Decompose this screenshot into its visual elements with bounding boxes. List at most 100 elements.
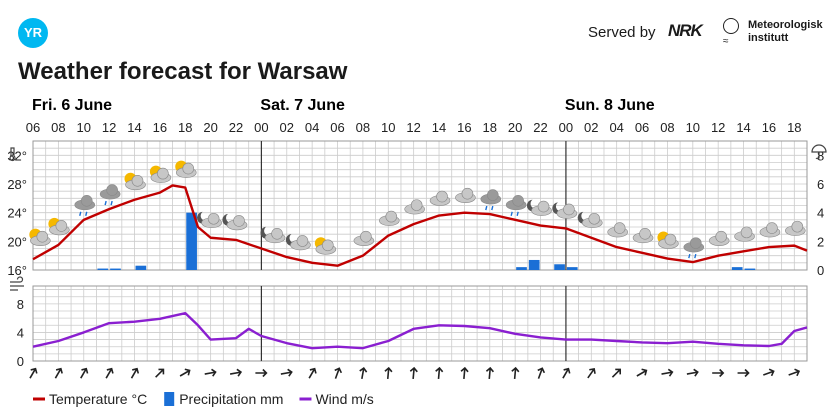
- x-tick-label: 02: [280, 120, 294, 135]
- wind-direction-arrow: [384, 366, 393, 380]
- x-tick-label: 08: [660, 120, 674, 135]
- precipitation-bar: [97, 268, 109, 270]
- x-tick-label: 18: [787, 120, 801, 135]
- x-tick-label: 10: [686, 120, 700, 135]
- x-tick-label: 10: [381, 120, 395, 135]
- wind-direction-arrow: [661, 368, 674, 377]
- cloud-icon: [404, 199, 425, 215]
- x-tick-label: 14: [432, 120, 446, 135]
- wind-direction-arrow: [636, 368, 648, 377]
- wind-direction-arrow: [460, 366, 469, 380]
- precipitation-bar: [110, 268, 121, 270]
- met-logo[interactable]: Meteorologisk institutt: [748, 19, 823, 45]
- day-label: Sat. 7 June: [260, 97, 345, 114]
- x-tick-label: 10: [77, 120, 91, 135]
- moon-cloud-icon: [285, 233, 311, 251]
- x-tick-label: 20: [203, 120, 217, 135]
- wind-direction-arrow: [537, 367, 546, 379]
- moon-cloud-icon: [526, 199, 552, 216]
- precipitation-bar: [744, 268, 756, 270]
- wind-direction-arrow: [686, 368, 699, 377]
- legend-label: Temperature °C: [49, 391, 147, 407]
- temperature-tick-label: 28°: [7, 177, 27, 192]
- day-label: Fri. 6 June: [32, 97, 112, 114]
- x-tick-label: 08: [51, 120, 65, 135]
- cloud-icon: [429, 190, 451, 206]
- cloud-icon: [632, 228, 654, 244]
- precipitation-bar: [566, 267, 578, 270]
- cloud-rain-icon: [74, 195, 96, 217]
- wind-direction-arrow: [409, 366, 418, 380]
- legend-label: Wind m/s: [315, 391, 373, 407]
- wind-direction-arrow: [611, 368, 622, 378]
- page-title: Weather forecast for Warsaw: [18, 58, 348, 85]
- umbrella-icon: [811, 144, 827, 160]
- wind-direction-arrow: [54, 367, 63, 379]
- x-tick-label: 12: [102, 120, 116, 135]
- wind-direction-arrow: [737, 368, 750, 378]
- precipitation-bar: [528, 259, 540, 270]
- wind-tick-label: 4: [17, 325, 24, 340]
- cloud-rain-icon: [683, 237, 705, 259]
- x-tick-label: 06: [330, 120, 344, 135]
- moon-cloud-icon: [260, 226, 286, 244]
- legend-swatch: [164, 392, 175, 406]
- legend-label: Precipitation mm: [179, 391, 283, 407]
- cloud-rain-icon: [505, 195, 527, 217]
- precipitation-tick-label: 2: [817, 234, 824, 249]
- sun-cloud-icon: [175, 160, 197, 178]
- wind-direction-arrow: [229, 368, 243, 377]
- x-tick-label: 04: [609, 120, 623, 135]
- x-tick-label: 18: [483, 120, 497, 135]
- x-tick-label: 16: [762, 120, 776, 135]
- wind-direction-arrow: [179, 368, 191, 377]
- precipitation-bar: [516, 267, 527, 270]
- sun-cloud-icon: [48, 217, 70, 236]
- met-logo-icon: [723, 18, 739, 34]
- cloud-icon: [708, 230, 730, 246]
- cloud-icon: [785, 220, 806, 236]
- wind-direction-arrow: [155, 368, 165, 378]
- x-tick-label: 18: [178, 120, 192, 135]
- x-tick-label: 08: [356, 120, 370, 135]
- moon-cloud-icon: [196, 211, 222, 229]
- sun-cloud-icon: [149, 165, 172, 183]
- met-logo-line2: institutt: [748, 32, 789, 44]
- temperature-tick-label: 16°: [7, 263, 27, 278]
- wind-tick-label: 8: [17, 297, 24, 312]
- day-label: Sun. 8 June: [565, 97, 655, 114]
- precipitation-bar: [135, 265, 147, 270]
- moon-cloud-icon: [222, 213, 248, 231]
- temperature-tick-label: 24°: [7, 206, 27, 221]
- x-tick-label: 00: [254, 120, 268, 135]
- wind-direction-arrow: [485, 366, 495, 380]
- served-by-label: Served by: [588, 24, 656, 41]
- thermometer-icon: [9, 147, 16, 162]
- sun-cloud-icon: [657, 231, 679, 249]
- wind-direction-arrow: [511, 366, 520, 380]
- yr-logo[interactable]: YR: [18, 18, 48, 48]
- cloud-icon: [734, 226, 755, 242]
- x-tick-label: 06: [26, 120, 40, 135]
- wind-direction-arrow: [130, 367, 140, 379]
- precipitation-bar: [554, 264, 565, 270]
- temperature-tick-label: 20°: [7, 234, 27, 249]
- x-tick-label: 00: [559, 120, 573, 135]
- wind-direction-arrow: [80, 367, 89, 379]
- wind-direction-arrow: [29, 367, 38, 379]
- precipitation-tick-label: 0: [817, 263, 824, 278]
- cloud-icon: [607, 222, 628, 238]
- wind-direction-arrow: [562, 367, 571, 379]
- x-tick-label: 14: [736, 120, 750, 135]
- nrk-logo[interactable]: NRK: [668, 21, 703, 40]
- x-tick-label: 02: [584, 120, 598, 135]
- wind-direction-arrow: [334, 367, 343, 379]
- wind-panel-frame: [32, 285, 808, 362]
- met-wave-icon: ≈: [723, 36, 729, 47]
- precipitation-tick-label: 8: [817, 148, 824, 163]
- precipitation-bar: [186, 212, 197, 270]
- wind-direction-arrow: [712, 368, 725, 378]
- wind-direction-arrow: [587, 367, 596, 379]
- temperature-line: [32, 184, 808, 267]
